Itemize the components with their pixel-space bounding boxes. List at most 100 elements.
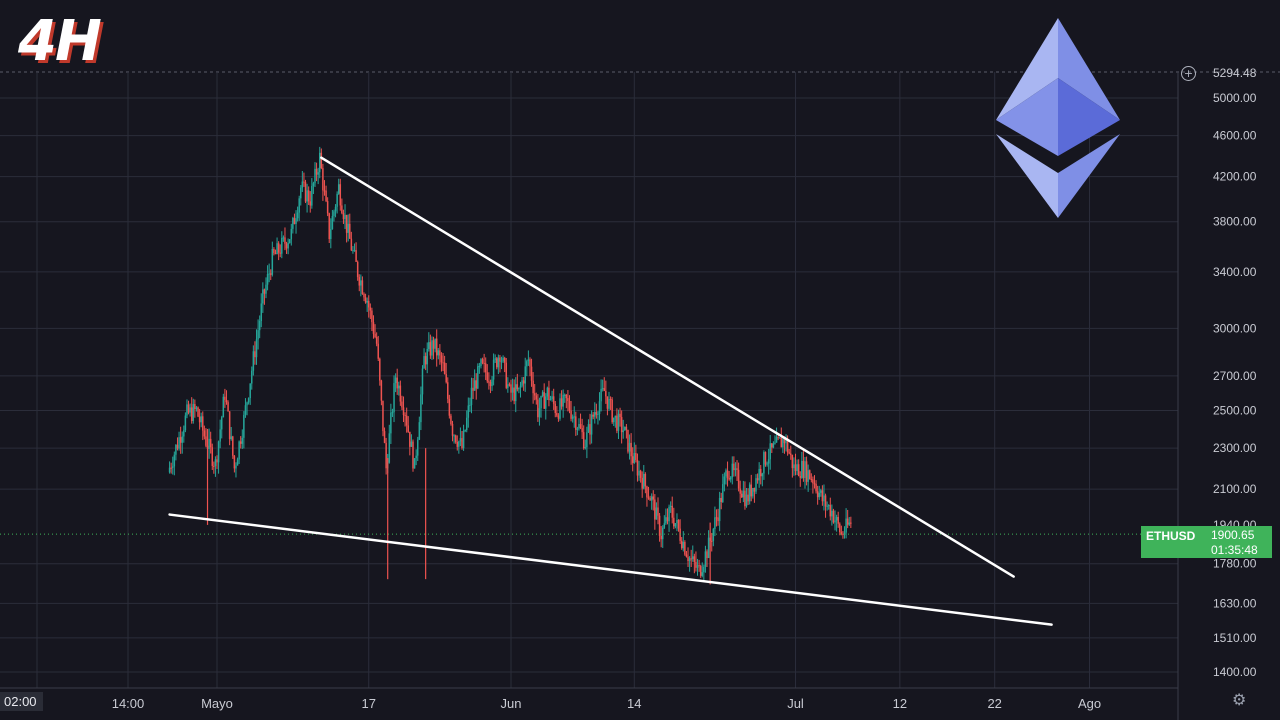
candle-body [771,443,773,448]
candle-body [772,443,775,448]
candle-body [224,396,226,400]
candle-body [312,183,315,186]
candle-body [394,377,397,384]
candle-body [524,366,526,384]
candle-body [293,218,296,224]
candle-body [323,190,326,192]
candle-body [816,491,819,498]
candle-body [643,473,645,489]
candle-body [176,444,179,449]
candle-body [469,405,471,407]
candle-body [511,387,514,393]
alert-add-icon[interactable]: + [1181,66,1196,81]
candle-body [287,242,289,249]
x-tick-label: Jul [787,696,804,711]
candle-body [382,400,384,432]
candle-body [748,484,751,502]
candle-body [796,464,798,472]
y-tick-label: 1510.00 [1213,631,1257,645]
x-tick-label: Jun [501,696,522,711]
candle-body [314,168,316,184]
candle-body [437,350,440,356]
candle-body [235,465,237,469]
candle-body [205,436,207,446]
candle-body [377,343,379,359]
candle-body [187,404,190,413]
candle-body [586,432,588,448]
candle-body [262,289,264,304]
candle-body [202,416,204,431]
candle-body [320,152,323,169]
candle-body [499,357,501,362]
candle-body [268,273,270,275]
y-tick-label: 3400.00 [1213,265,1257,279]
price-axis[interactable]: 5000.00 4600.00 4200.00 3800.00 3400.00 3000.… [0,66,1257,720]
candle-body [492,359,495,380]
candle-body [527,359,530,362]
candle-body [715,517,718,519]
candle-body [785,439,787,444]
y-tick-label: 3800.00 [1213,215,1257,229]
candle-body [334,206,337,212]
gear-icon[interactable]: ⚙ [1232,692,1247,709]
candle-body [518,387,520,390]
candle-body [614,415,617,418]
candle-body [500,361,503,363]
candle-body [834,520,836,523]
x-tick-label: 12 [893,696,907,711]
candle-body [812,479,814,484]
candle-body [374,333,376,338]
candle-body [638,470,640,476]
candle-body [423,356,425,369]
candle-body [736,468,738,470]
candle-body [805,461,808,482]
candle-body [759,468,762,477]
candle-body [541,392,544,396]
candle-body [396,377,398,389]
candle-body [442,362,444,364]
candle-body [274,253,277,255]
candle-body [529,359,531,367]
candle-body [745,494,748,507]
candle-body [222,396,225,418]
candle-body [228,411,231,440]
candle-body [589,424,591,435]
candle-body [655,507,658,520]
candle-body [344,214,346,220]
candle-body [424,356,427,365]
candle-body [227,402,229,412]
candle-body [402,407,405,415]
candle-body [782,438,784,448]
y-tick-label: 1400.00 [1213,665,1257,679]
candle-body [570,410,572,419]
candle-body [181,436,183,443]
candle-body [184,415,187,431]
candle-body [418,422,421,440]
candle-body [431,340,433,356]
candle-body [647,497,650,499]
candle-body [456,441,459,447]
symbol-label: ETHUSD [1146,529,1196,543]
candle-body [175,444,177,455]
candle-body [366,301,368,303]
resistance-trendline[interactable] [320,156,1015,578]
candle-body [810,479,813,481]
candle-body [356,261,359,278]
candle-body [731,463,734,478]
candle-body [203,430,206,437]
candle-body [317,172,319,175]
candle-body [470,387,473,406]
candle-body [337,184,340,194]
candle-body [791,454,794,469]
time-axis[interactable]: 14:00Mayo17Jun14Jul1222Ago1 [2,696,1101,711]
candle-body [641,477,643,489]
candle-body [704,551,707,567]
candle-body [464,430,466,432]
candle-body [519,385,522,388]
candle-body [415,455,417,459]
candle-body [257,330,259,340]
support-trendline[interactable] [168,513,1053,626]
candle-body [831,510,833,517]
candle-body [682,541,685,549]
